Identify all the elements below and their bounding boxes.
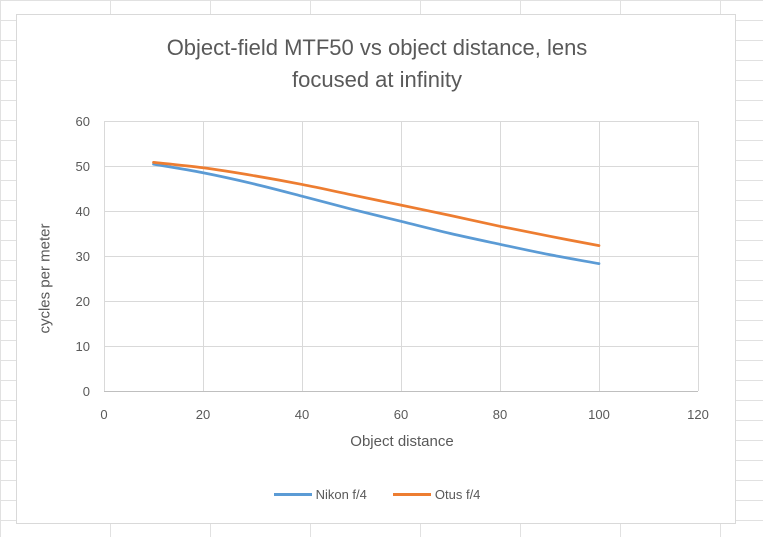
chart-title-line-1: Object-field MTF50 vs object distance, l… (166, 35, 588, 60)
x-tick-label: 0 (100, 407, 107, 422)
legend-label-series-1: Nikon f/4 (315, 487, 367, 502)
chart-title-line-2: focused at infinity (292, 67, 462, 92)
plot-area: 0 10 20 30 40 50 60 0 20 40 60 80 100 120 (76, 114, 709, 422)
x-tick-label: 120 (687, 407, 709, 422)
x-tick-label: 40 (295, 407, 309, 422)
x-tick-label: 80 (493, 407, 507, 422)
legend: Nikon f/4 Otus f/4 (17, 487, 737, 502)
y-tick-label: 10 (76, 339, 90, 354)
y-tick-label: 50 (76, 159, 90, 174)
legend-label-series-2: Otus f/4 (434, 487, 481, 502)
y-axis-title: cycles per meter (36, 223, 54, 334)
legend-item-series-2: Otus f/4 (392, 487, 481, 502)
legend-swatch-series-2 (392, 493, 431, 496)
series-line-1[interactable] (152, 162, 601, 266)
legend-item-series-1: Nikon f/4 (273, 487, 367, 502)
y-tick-label: 20 (76, 294, 90, 309)
y-tick-label: 60 (76, 114, 90, 129)
x-tick-label: 100 (588, 407, 610, 422)
series-line-2[interactable] (152, 161, 601, 248)
legend-swatch-series-1 (273, 493, 312, 496)
x-tick-label: 20 (196, 407, 210, 422)
chart-area[interactable]: Object-field MTF50 vs object distance, l… (16, 14, 736, 524)
x-tick-label: 60 (394, 407, 408, 422)
x-axis-title: Object distance (350, 433, 454, 450)
y-tick-label: 30 (76, 249, 90, 264)
y-tick-label: 40 (76, 204, 90, 219)
y-tick-label: 0 (83, 384, 90, 399)
